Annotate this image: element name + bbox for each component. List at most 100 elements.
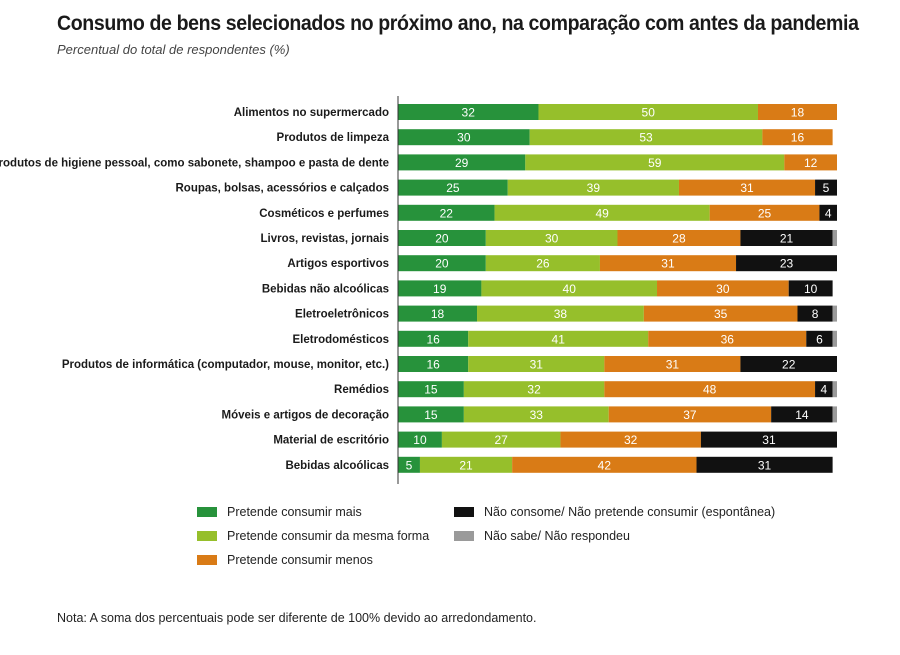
bar-segment — [819, 204, 837, 221]
bar-segment — [398, 104, 539, 120]
bar-segment — [538, 104, 758, 120]
value-label: 18 — [431, 307, 445, 321]
bar-segment — [815, 381, 833, 398]
category-label: Móveis e artigos de decoração — [222, 409, 389, 421]
category-label: Produtos de informática (computador, mou… — [62, 359, 389, 371]
value-label: 25 — [758, 206, 772, 220]
category-label: Eletroeletrônicos — [295, 309, 389, 321]
value-label: 21 — [780, 232, 794, 246]
bar-segment — [736, 255, 837, 272]
value-label: 18 — [791, 106, 805, 120]
bar-segment — [643, 305, 798, 322]
value-label: 37 — [683, 408, 697, 422]
value-label: 31 — [762, 433, 776, 447]
chart-subtitle: Percentual do total de respondentes (%) — [57, 42, 290, 57]
bar-segment — [398, 230, 486, 246]
bar-segment — [485, 230, 618, 246]
value-label: 39 — [587, 181, 601, 195]
value-label: 32 — [462, 106, 476, 120]
category-label: Remédios — [334, 384, 389, 396]
legend-label: Não consome/ Não pretende consumir (espo… — [484, 505, 776, 519]
value-label: 32 — [624, 433, 638, 447]
bar-segment — [398, 255, 486, 272]
bar-segment — [398, 204, 495, 221]
legend-item-nao-sabe: Não sabe/ Não respondeu — [454, 529, 630, 543]
bar-segment — [468, 356, 605, 372]
bar-segment — [648, 330, 807, 347]
bar-segment — [507, 179, 679, 196]
legend: Pretende consumir mais Pretende consumir… — [197, 505, 817, 575]
bar-segment — [398, 356, 469, 372]
value-label: 31 — [661, 257, 675, 271]
bar-segment — [398, 406, 464, 423]
value-label: 31 — [758, 458, 772, 472]
value-label: 38 — [554, 307, 568, 321]
category-label: Bebidas não alcoólicas — [262, 283, 389, 295]
value-label: 32 — [527, 383, 541, 397]
legend-item-menos: Pretende consumir menos — [197, 553, 373, 567]
bar-segment — [832, 230, 837, 246]
legend-item-mesma-forma: Pretende consumir da mesma forma — [197, 529, 429, 543]
bar-segment — [784, 154, 837, 171]
chart-title: Consumo de bens selecionados no próximo … — [57, 12, 859, 35]
value-label: 41 — [552, 332, 566, 346]
bar-segment — [468, 330, 649, 347]
bar-segment — [815, 179, 837, 196]
bar-segment — [419, 456, 513, 473]
bar-segment — [398, 129, 530, 146]
bar-segment — [617, 230, 741, 246]
value-label: 16 — [426, 358, 440, 372]
bar-segment — [740, 230, 833, 246]
value-label: 4 — [820, 383, 827, 397]
bar-segment — [771, 406, 833, 423]
legend-item-nao-consome: Não consome/ Não pretende consumir (espo… — [454, 505, 775, 519]
bar-segment — [485, 255, 600, 272]
bar-segment — [441, 431, 561, 448]
value-label: 40 — [563, 282, 577, 296]
bar-segment — [740, 356, 837, 372]
value-label: 29 — [455, 156, 469, 170]
value-label: 49 — [595, 206, 609, 220]
value-label: 19 — [433, 282, 447, 296]
legend-label: Pretende consumir mais — [227, 505, 362, 519]
category-label: Material de escritório — [273, 435, 389, 447]
category-label: Artigos esportivos — [287, 258, 389, 270]
value-label: 28 — [672, 232, 686, 246]
bar-segment — [398, 456, 420, 473]
legend-swatch — [454, 531, 474, 541]
bar-segment — [797, 305, 833, 322]
bar-segment — [398, 305, 478, 322]
value-label: 35 — [714, 307, 728, 321]
category-label: Bebidas alcoólicas — [285, 460, 389, 472]
value-label: 23 — [780, 257, 794, 271]
value-label: 12 — [804, 156, 818, 170]
value-label: 31 — [666, 358, 680, 372]
value-label: 30 — [457, 131, 471, 145]
value-label: 21 — [459, 458, 473, 472]
legend-swatch — [197, 531, 217, 541]
category-label: Livros, revistas, jornais — [261, 233, 389, 245]
value-label: 27 — [494, 433, 508, 447]
value-label: 20 — [435, 232, 449, 246]
bar-segment — [525, 154, 785, 171]
value-label: 16 — [426, 332, 440, 346]
footnote: Nota: A soma dos percentuais pode ser di… — [57, 611, 537, 625]
bar-segment — [806, 330, 833, 347]
bar-segment — [398, 179, 508, 196]
stacked-bar-chart: Alimentos no supermercado Produtos de lim… — [0, 96, 837, 484]
bar-segment — [608, 406, 772, 423]
bar-segment — [481, 280, 658, 297]
bar-segment — [398, 431, 442, 448]
bar-segment — [762, 129, 833, 146]
value-label: 26 — [536, 257, 550, 271]
bar-segment — [678, 179, 816, 196]
bar-segment — [832, 406, 837, 423]
category-label: Alimentos no supermercado — [234, 107, 389, 119]
value-label: 30 — [545, 232, 559, 246]
value-label: 10 — [413, 433, 427, 447]
bar-segment — [560, 431, 701, 448]
value-label: 33 — [530, 408, 544, 422]
category-label: Produtos de limpeza — [277, 132, 390, 144]
bar-segment — [599, 255, 737, 272]
